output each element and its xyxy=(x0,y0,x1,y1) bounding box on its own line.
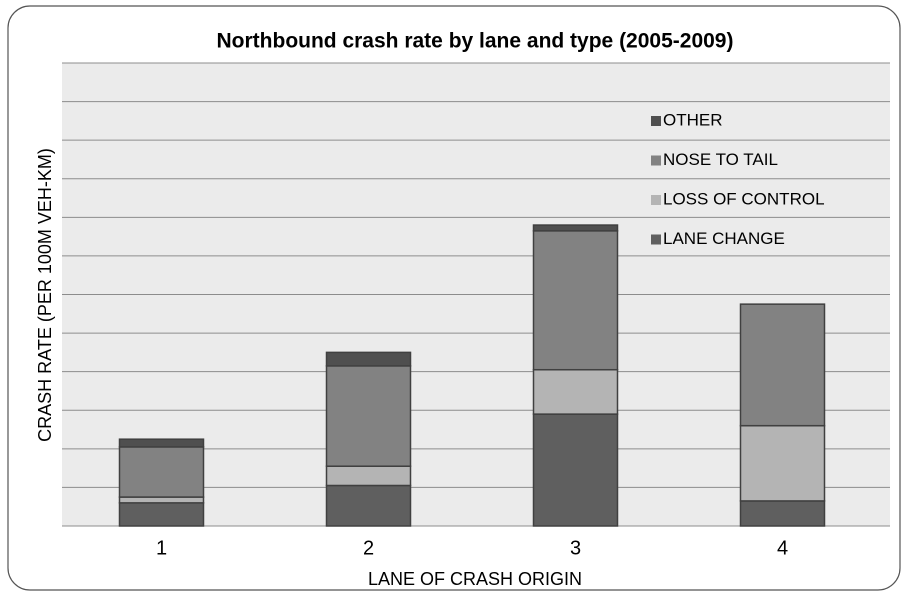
bar-segment xyxy=(118,502,205,527)
legend-swatch xyxy=(651,116,661,126)
bar-segment xyxy=(739,424,826,502)
bar-segment xyxy=(325,465,412,487)
bar-segment xyxy=(532,224,619,232)
bar-segment xyxy=(325,484,412,527)
legend-label: NOSE TO TAIL xyxy=(663,150,778,169)
bar-segment xyxy=(118,446,205,498)
bar-segment xyxy=(532,368,619,415)
bar-segment xyxy=(118,438,205,448)
bar-segment xyxy=(325,365,412,467)
legend-label: OTHER xyxy=(663,110,723,129)
x-tick-label: 3 xyxy=(570,537,581,559)
bar-segment xyxy=(532,230,619,371)
legend-swatch xyxy=(651,155,661,166)
bar-segment xyxy=(325,351,412,367)
legend-label: LOSS OF CONTROL xyxy=(663,189,825,208)
x-tick-label: 2 xyxy=(363,537,374,559)
x-tick-label: 1 xyxy=(156,537,167,559)
bar-segment xyxy=(739,500,826,527)
legend-label: LANE CHANGE xyxy=(663,229,785,248)
chart-title: Northbound crash rate by lane and type (… xyxy=(217,30,734,53)
bar-segment xyxy=(118,496,205,504)
y-axis-label: CRASH RATE (PER 100M VEH-KM) xyxy=(35,148,55,442)
bar-segment xyxy=(532,413,619,527)
x-axis-label: LANE OF CRASH ORIGIN xyxy=(368,569,582,589)
legend-swatch xyxy=(651,234,661,245)
legend-swatch xyxy=(651,195,661,205)
bar-segment xyxy=(739,303,826,427)
x-tick-label: 4 xyxy=(777,537,788,559)
